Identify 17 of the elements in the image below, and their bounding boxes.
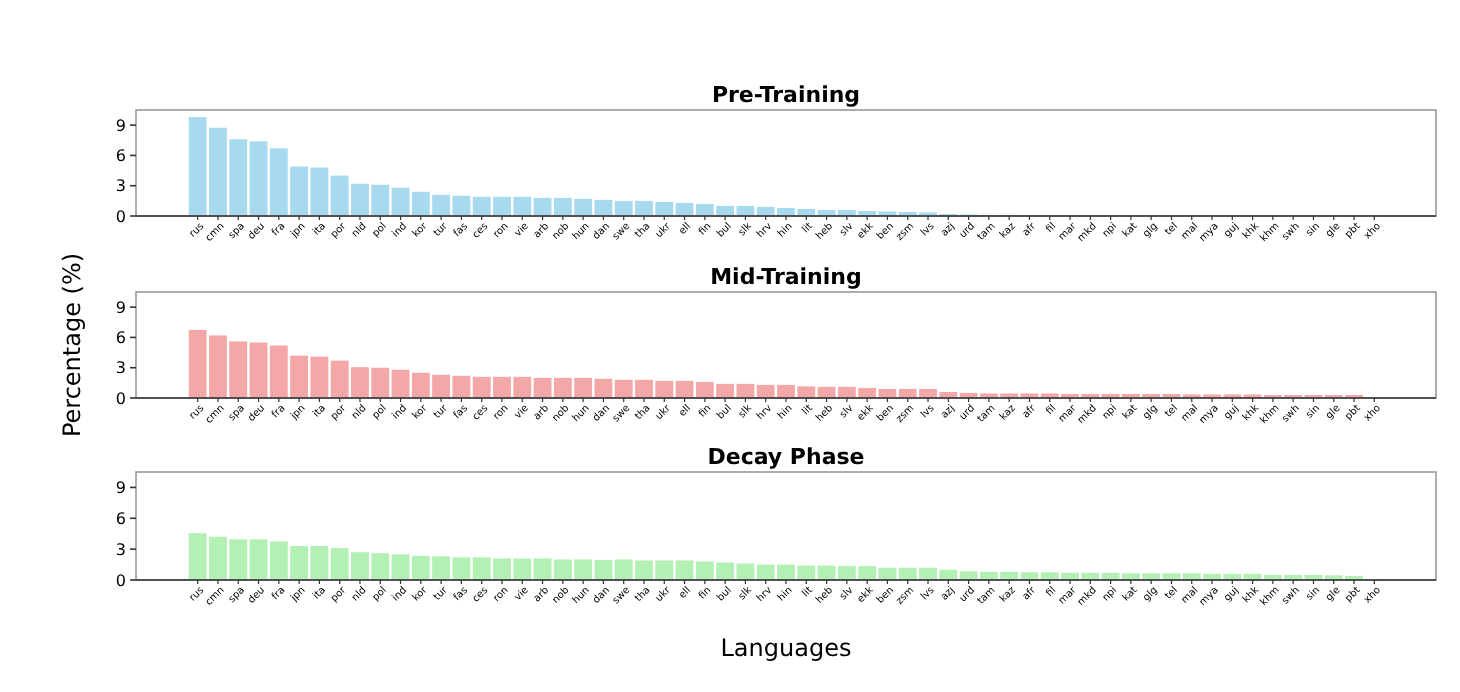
- y-tick-label: 0: [115, 207, 126, 226]
- y-tick-label: 6: [115, 147, 126, 166]
- chart-title: Mid-Training: [710, 264, 862, 290]
- y-tick-label: 0: [115, 571, 126, 590]
- y-tick-label: 0: [115, 389, 126, 408]
- y-tick-label: 3: [115, 359, 126, 378]
- y-tick-label: 9: [115, 479, 126, 498]
- y-tick-label: 6: [115, 509, 126, 528]
- y-tick-label: 9: [115, 116, 126, 135]
- y-axis-title: Percentage (%): [58, 252, 86, 438]
- y-tick-label: 9: [115, 298, 126, 317]
- y-tick-label: 3: [115, 177, 126, 196]
- y-tick-label: 6: [115, 329, 126, 348]
- y-tick-label: 3: [115, 540, 126, 559]
- x-axis-title: Languages: [720, 634, 852, 662]
- chart-title: Decay Phase: [707, 444, 865, 470]
- chart-title: Pre-Training: [711, 82, 861, 108]
